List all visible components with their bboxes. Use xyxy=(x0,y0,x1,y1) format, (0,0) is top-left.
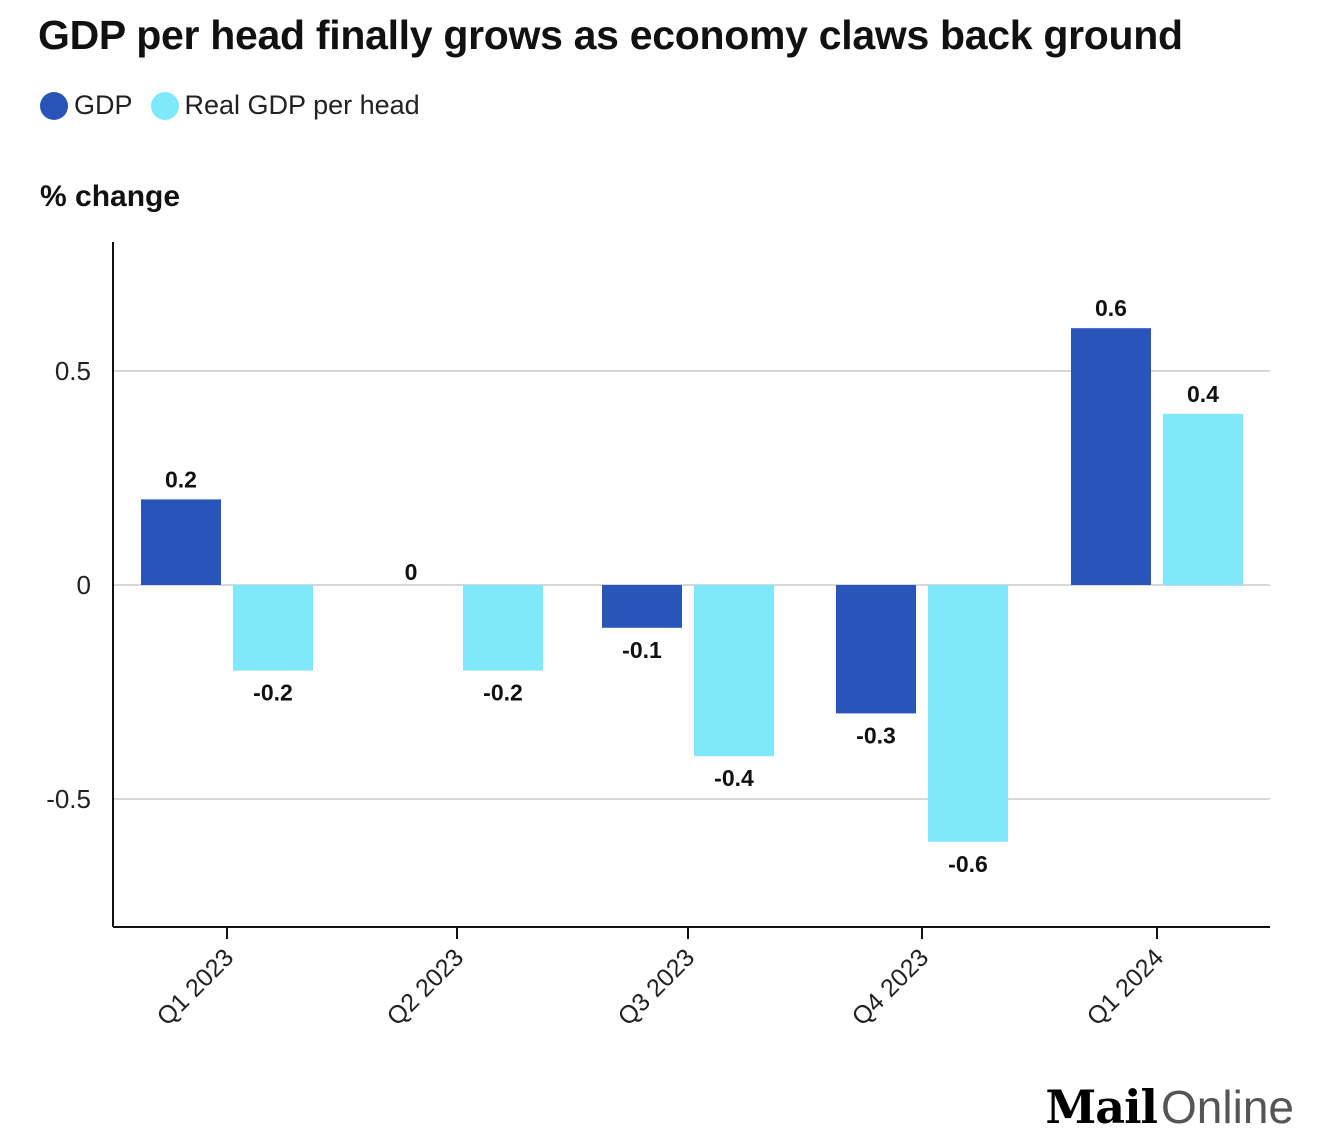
bar-real-gdp-per-head-1 xyxy=(463,585,543,671)
bar-real-gdp-per-head-2 xyxy=(694,585,774,757)
legend-swatch-gdp xyxy=(40,91,68,120)
bar-chart: 0.5 0 -0.5 0.2 0 -0.1 -0.3 0.6 -0.2 -0.2 -0.4 -0.6 0… xyxy=(46,242,1270,1031)
legend-label-real-gdp-per-head: Real GDP per head xyxy=(184,90,420,120)
bar-real-gdp-per-head-0 xyxy=(233,585,313,671)
data-label-real-gdp-per-head-2: -0.4 xyxy=(714,765,754,791)
y-axis-label: % change xyxy=(40,180,181,213)
x-tick-label-0: Q1 2023 xyxy=(152,943,240,1031)
x-tick-label-4: Q1 2024 xyxy=(1082,943,1170,1031)
data-label-gdp-1: 0 xyxy=(405,559,418,585)
bar-real-gdp-per-head-4 xyxy=(1163,413,1243,585)
data-label-real-gdp-per-head-4: 0.4 xyxy=(1187,381,1219,407)
bar-gdp-4 xyxy=(1071,328,1151,585)
bar-gdp-2 xyxy=(602,585,682,628)
legend-item-real-gdp-per-head: Real GDP per head xyxy=(150,90,420,121)
data-label-gdp-2: -0.1 xyxy=(622,637,662,663)
x-tick-label-3: Q4 2023 xyxy=(847,943,935,1031)
data-label-real-gdp-per-head-3: -0.6 xyxy=(948,851,988,877)
bar-gdp-3 xyxy=(836,585,916,714)
logo-online-text: Online xyxy=(1161,1081,1294,1133)
legend-label-gdp: GDP xyxy=(74,90,133,120)
y-tick-label-1: 0 xyxy=(77,570,91,600)
legend: GDP Real GDP per head xyxy=(40,90,438,121)
data-label-real-gdp-per-head-0: -0.2 xyxy=(253,680,293,706)
chart-title: GDP per head finally grows as economy cl… xyxy=(38,12,1183,58)
legend-swatch-real-gdp-per-head xyxy=(150,91,179,120)
y-tick-label-0: 0.5 xyxy=(55,356,91,386)
bar-gdp-0 xyxy=(141,499,221,585)
logo-mail-text: Mail xyxy=(1045,1080,1158,1134)
legend-item-gdp: GDP xyxy=(40,90,133,121)
data-label-gdp-4: 0.6 xyxy=(1095,295,1127,321)
data-label-gdp-0: 0.2 xyxy=(165,466,197,492)
data-label-gdp-3: -0.3 xyxy=(856,722,896,748)
bar-real-gdp-per-head-3 xyxy=(928,585,1008,842)
x-tick-label-1: Q2 2023 xyxy=(382,943,470,1031)
mailonline-logo: Mail Online xyxy=(1045,1080,1294,1134)
x-tick-label-2: Q3 2023 xyxy=(613,943,701,1031)
y-tick-label-2: -0.5 xyxy=(46,784,91,814)
data-label-real-gdp-per-head-1: -0.2 xyxy=(483,680,523,706)
